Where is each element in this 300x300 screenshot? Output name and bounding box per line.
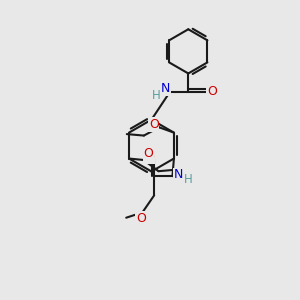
Text: O: O xyxy=(136,212,146,225)
Text: O: O xyxy=(207,85,217,98)
Text: H: H xyxy=(152,89,161,102)
Text: O: O xyxy=(143,147,153,160)
Text: O: O xyxy=(149,118,159,131)
Text: O: O xyxy=(144,151,154,164)
Text: H: H xyxy=(183,172,192,186)
Text: N: N xyxy=(161,82,170,95)
Text: N: N xyxy=(174,168,183,181)
